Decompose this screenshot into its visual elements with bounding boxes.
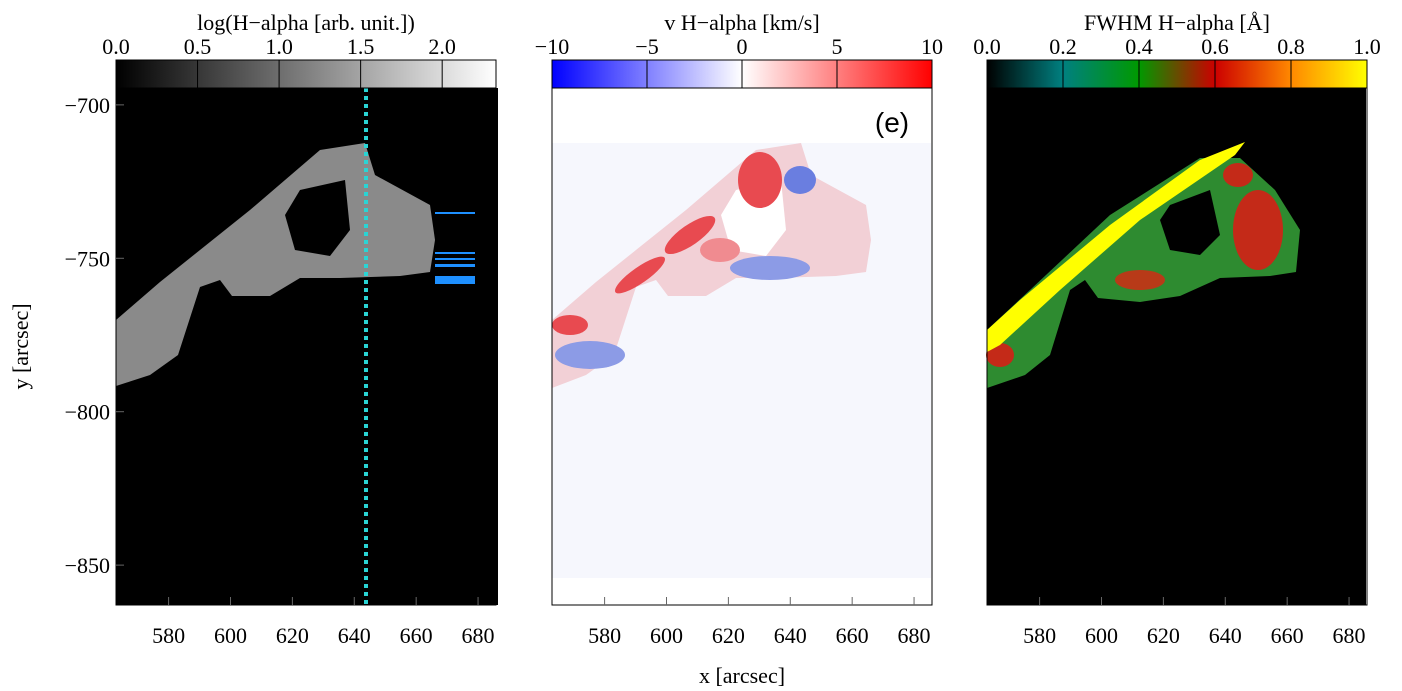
x-tick-label: 580 (152, 623, 185, 648)
colorbar-tick-label: −10 (535, 34, 569, 59)
x-tick-label: 640 (338, 623, 371, 648)
x-tick-label: 680 (462, 623, 495, 648)
fwhm-hole (1160, 190, 1220, 255)
colorbar-label: FWHM H−alpha [Å] (1084, 10, 1270, 35)
slit-markers (435, 212, 475, 284)
y-axis-label: y [arcsec] (8, 303, 33, 389)
panel-label: (f) (1314, 107, 1340, 138)
y-tick-label: −700 (65, 93, 110, 118)
y-tick-label: −850 (65, 553, 110, 578)
colorbar-tick-label: 0.8 (1277, 34, 1305, 59)
x-tick-label: 660 (1271, 623, 1304, 648)
colorbar-label: log(H−alpha [arb. unit.]) (197, 10, 415, 35)
x-tick-label: 620 (276, 623, 309, 648)
x-tick-label: 680 (898, 623, 931, 648)
colorbar-tick-label: 0 (737, 34, 748, 59)
colorbar-tick-label: 1.0 (1353, 34, 1381, 59)
x-tick-label: 580 (1023, 623, 1056, 648)
x-tick-label: 680 (1333, 623, 1366, 648)
x-tick-label: 600 (214, 623, 247, 648)
colorbar-tick-label: 0.0 (102, 34, 130, 59)
y-tick-label: −800 (65, 400, 110, 425)
frame (551, 87, 933, 606)
colorbar-tick-label: 1.5 (347, 34, 375, 59)
colorbar (986, 59, 1368, 89)
velocity-blobs (552, 152, 816, 369)
colorbar-label: v H−alpha [km/s] (664, 10, 819, 35)
colorbar-tick-label: 0.5 (184, 34, 212, 59)
x-axis-label: x [arcsec] (699, 663, 785, 688)
x-tick-label: 640 (774, 623, 807, 648)
colorbar-tick-label: 0.0 (973, 34, 1001, 59)
frame (986, 87, 1368, 606)
emission-hole (285, 180, 350, 256)
colorbar-tick-label: 0.4 (1125, 34, 1153, 59)
x-tick-label: 580 (588, 623, 621, 648)
fwhm-stripe (987, 142, 1245, 352)
velocity-region (552, 143, 871, 388)
colorbar-tick-label: 10 (921, 34, 943, 59)
x-tick-label: 640 (1209, 623, 1242, 648)
colorbar-tick-label: 5 (832, 34, 843, 59)
x-tick-label: 620 (1147, 623, 1180, 648)
x-tick-label: 660 (400, 623, 433, 648)
x-tick-label: 660 (836, 623, 869, 648)
x-tick-label: 600 (650, 623, 683, 648)
x-tick-label: 620 (712, 623, 745, 648)
fwhm-blobs (986, 163, 1283, 367)
colorbar-tick-label: 0.2 (1049, 34, 1077, 59)
frame (115, 87, 497, 606)
colorbar-tick-label: −5 (635, 34, 658, 59)
x-tick-label: 600 (1085, 623, 1118, 648)
colorbar-tick-label: 0.6 (1201, 34, 1229, 59)
panel-label: (e) (875, 107, 909, 138)
y-tick-label: −750 (65, 246, 110, 271)
panel-label: (d) (439, 107, 473, 138)
colorbar-tick-label: 1.0 (265, 34, 293, 59)
emission-region (116, 143, 435, 386)
colorbar-tick-label: 2.0 (428, 34, 456, 59)
colorbar (115, 59, 497, 89)
